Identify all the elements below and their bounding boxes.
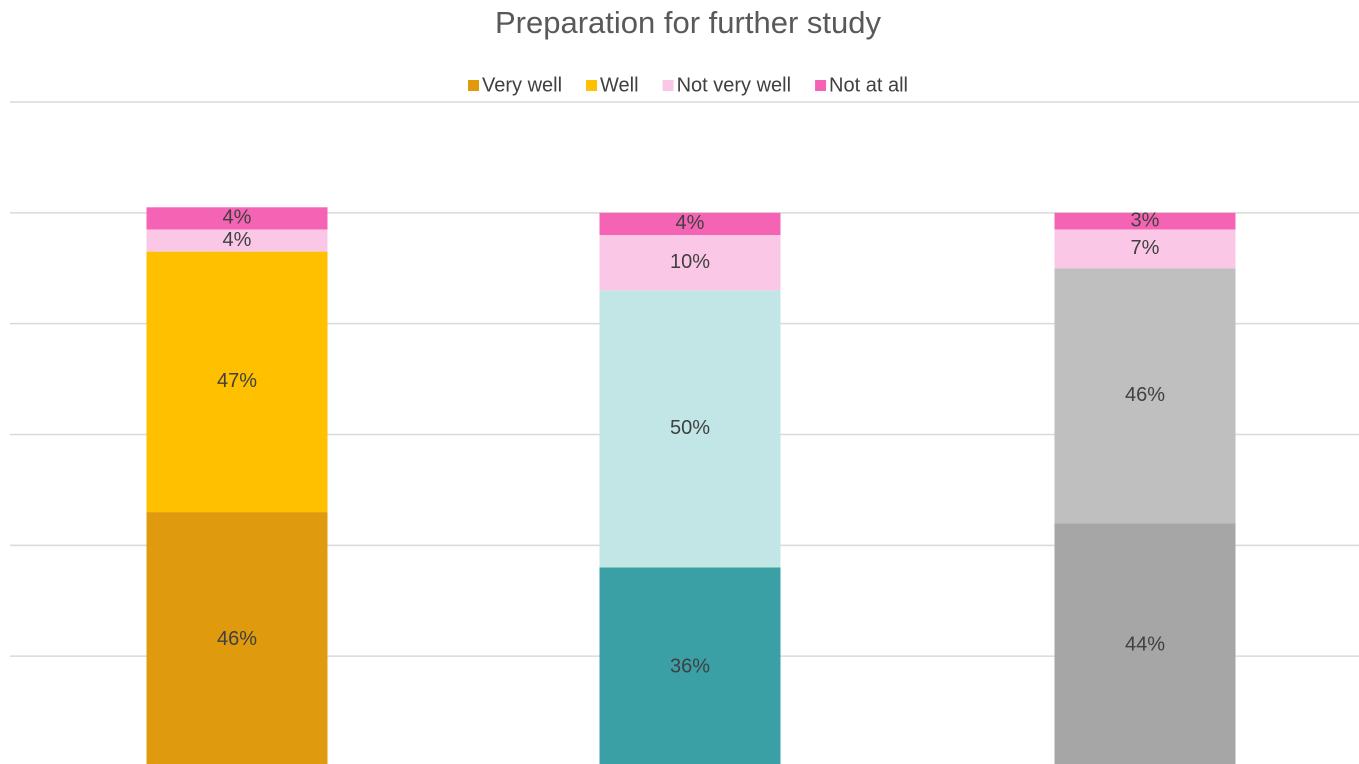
data-label: 4%	[223, 207, 252, 229]
legend-label: Not very well	[677, 74, 791, 96]
bar-segment	[146, 512, 328, 764]
bar-segment	[146, 229, 328, 252]
chart-title: Preparation for further study	[495, 5, 881, 40]
data-label: 3%	[1131, 209, 1160, 231]
data-label: 50%	[670, 417, 710, 439]
data-label: 4%	[223, 229, 252, 251]
data-label: 10%	[670, 251, 710, 273]
data-label: 46%	[217, 628, 257, 650]
legend-swatch	[586, 80, 598, 91]
legend-label: Well	[600, 74, 639, 96]
bar-segment	[1054, 523, 1236, 764]
data-label: 44%	[1125, 633, 1165, 655]
data-label: 4%	[676, 212, 705, 234]
bar-segment	[599, 212, 781, 235]
bar-segment	[1054, 212, 1236, 230]
bar-segment	[1054, 268, 1236, 524]
legend-label: Very well	[482, 74, 562, 96]
legend-swatch	[662, 80, 674, 91]
bar-segment	[599, 567, 781, 764]
data-label: 36%	[670, 656, 710, 678]
bar-segment	[599, 290, 781, 568]
data-label: 46%	[1125, 384, 1165, 406]
legend-swatch	[815, 80, 827, 91]
legend-swatch	[468, 80, 480, 91]
bar-segment	[146, 251, 328, 513]
legend-label: Not at all	[829, 74, 908, 96]
data-label: 47%	[217, 370, 257, 392]
data-label: 7%	[1131, 237, 1160, 259]
bar-segment	[146, 207, 328, 230]
bar-segment	[599, 235, 781, 291]
bar-segment	[1054, 229, 1236, 269]
